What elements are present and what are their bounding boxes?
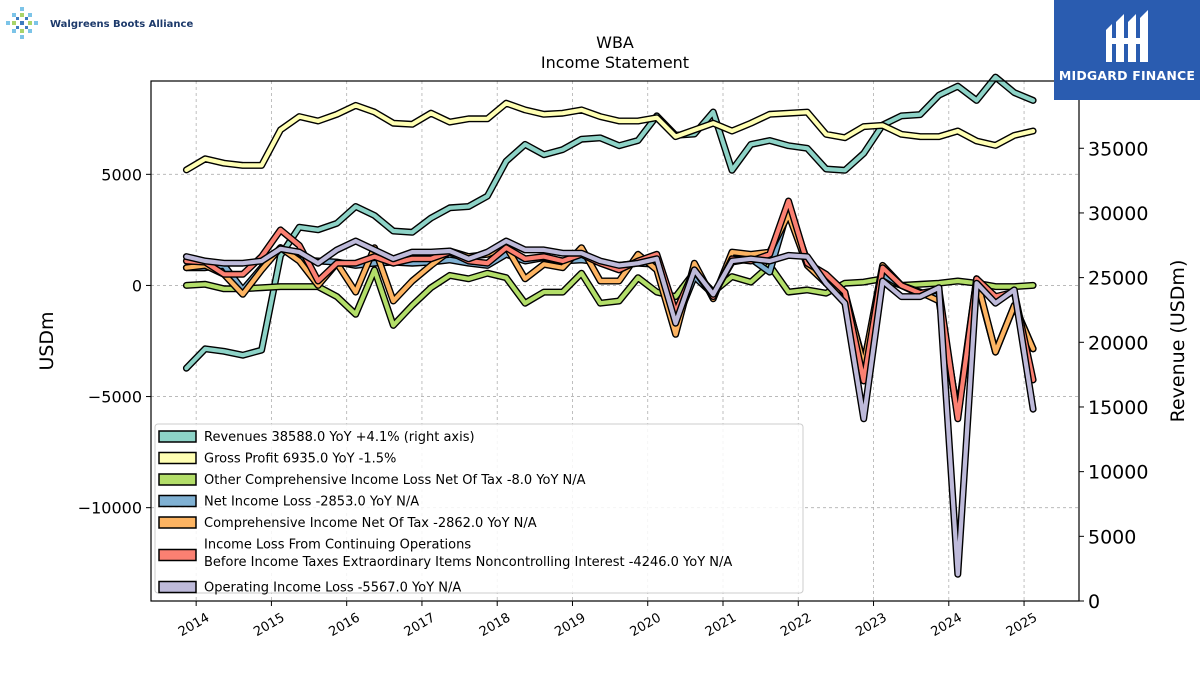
y-tick-label-right: 15000 — [1088, 397, 1148, 419]
series-net-income — [182, 204, 1037, 421]
x-tick-label: 2020 — [628, 610, 664, 640]
midgard-logo-icon — [1106, 10, 1148, 62]
legend-label: Gross Profit 6935.0 YoY -1.5% — [204, 452, 396, 467]
series-line — [184, 101, 1036, 172]
legend-label: Revenues 38588.0 YoY +4.1% (right axis) — [204, 430, 475, 445]
y-tick-label-right: 30000 — [1088, 203, 1148, 225]
series-gross-profit — [182, 99, 1037, 174]
series-revenues — [182, 73, 1037, 372]
legend: Revenues 38588.0 YoY +4.1% (right axis) G… — [154, 423, 804, 596]
walgreens-logo: Walgreens Boots Alliance — [4, 4, 193, 44]
legend-label: Operating Income Loss -5567.0 YoY N/A — [204, 581, 461, 596]
legend-item-revenues: Revenues 38588.0 YoY +4.1% (right axis) — [158, 430, 475, 445]
series-line — [184, 238, 1036, 577]
legend-swatch — [158, 516, 197, 529]
plot-frame — [150, 80, 1080, 602]
x-tick-label: 2017 — [402, 610, 438, 640]
midgard-finance-logo: MIDGARD FINANCE — [1054, 0, 1200, 100]
legend-label: Before Income Taxes Extraordinary Items … — [204, 555, 732, 570]
series-outline — [182, 204, 1037, 421]
y-tick-label-right: 35000 — [1088, 138, 1148, 160]
legend-item-other-ci: Other Comprehensive Income Loss Net Of T… — [158, 473, 586, 488]
legend-swatch — [158, 580, 197, 594]
series-line — [184, 205, 1036, 419]
series-income-before-tax — [182, 197, 1037, 423]
series-line — [184, 212, 1036, 417]
x-tick-label: 2024 — [929, 610, 965, 640]
legend-swatch — [158, 494, 197, 508]
y-tick-label-right: 10000 — [1088, 462, 1148, 484]
series-operating-income — [182, 237, 1037, 578]
legend-item-comprehensive-income: Comprehensive Income Net Of Tax -2862.0 … — [158, 516, 537, 531]
y-tick-label-left: 5000 — [101, 165, 142, 184]
y-axis-label-right: Revenue (USDm) — [1167, 260, 1189, 423]
series-comprehensive-income — [182, 210, 1037, 418]
y-tick-label-left: −5000 — [88, 388, 142, 407]
x-tick-label: 2014 — [176, 610, 212, 640]
legend-box — [154, 423, 804, 594]
y-axis-label-left: USDm — [36, 311, 58, 370]
legend-item-net-income: Net Income Loss -2853.0 YoY N/A — [158, 494, 419, 510]
series-outline — [182, 197, 1037, 423]
x-tick-label: 2016 — [327, 610, 363, 640]
legend-swatch — [158, 451, 197, 465]
y-tick-label-right: 20000 — [1088, 332, 1148, 354]
x-tick-label: 2025 — [1004, 610, 1040, 640]
legend-swatch — [158, 548, 197, 562]
legend-label: Comprehensive Income Net Of Tax -2862.0 … — [204, 516, 537, 531]
y-tick-label-right: 0 — [1088, 591, 1100, 613]
y-tick-label-right: 25000 — [1088, 268, 1148, 290]
legend-label: Other Comprehensive Income Loss Net Of T… — [204, 473, 586, 488]
x-tick-label: 2022 — [778, 610, 814, 640]
midgard-logo-text: MIDGARD FINANCE — [1058, 68, 1196, 83]
y-tick-label-left: −10000 — [78, 499, 142, 518]
legend-item-operating-income: Operating Income Loss -5567.0 YoY N/A — [158, 580, 461, 596]
x-tick-label: 2019 — [552, 610, 588, 640]
walgreens-logo-icon — [4, 5, 42, 43]
x-tick-label: 2018 — [477, 610, 513, 640]
series-line — [184, 74, 1036, 371]
walgreens-logo-text: Walgreens Boots Alliance — [50, 18, 194, 30]
chart-subtitle: Income Statement — [541, 53, 689, 72]
x-tick-label: 2023 — [853, 610, 889, 640]
chart-title: WBA — [596, 33, 634, 52]
legend-swatch — [158, 430, 197, 443]
x-tick-label: 2015 — [251, 610, 287, 640]
y-tick-label-right: 5000 — [1088, 526, 1136, 548]
legend-item-gross-profit: Gross Profit 6935.0 YoY -1.5% — [158, 451, 396, 467]
series-layer — [182, 73, 1037, 578]
legend-label: Net Income Loss -2853.0 YoY N/A — [204, 495, 419, 510]
series-line — [184, 198, 1036, 421]
legend-label: Income Loss From Continuing Operations — [204, 538, 471, 553]
y-tick-label-left: 0 — [132, 276, 142, 295]
series-outline — [182, 210, 1037, 418]
legend-item-income-before-tax: Income Loss From Continuing Operations Be… — [158, 538, 732, 570]
legend-swatch — [158, 473, 197, 486]
x-tick-label: 2021 — [703, 610, 739, 640]
